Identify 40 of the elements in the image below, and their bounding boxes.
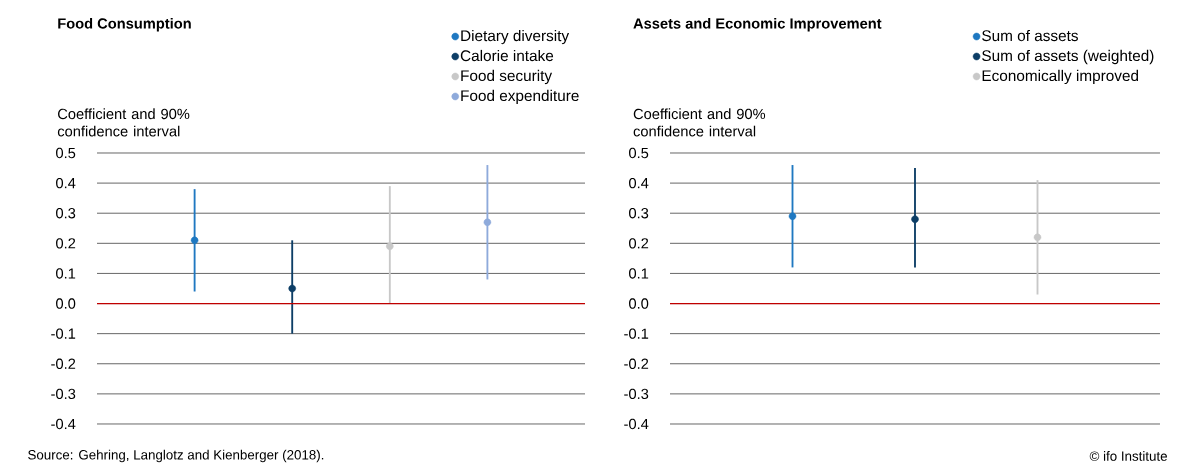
y-tick-label: -0.3 <box>624 388 649 400</box>
y-tick-label: 0.0 <box>629 298 649 309</box>
y-tick-label: 0.4 <box>56 177 76 189</box>
point <box>1033 233 1042 242</box>
y-tick-label: 0.2 <box>56 238 76 249</box>
y-tick-label: -0.1 <box>624 328 649 339</box>
point <box>386 242 394 251</box>
y-tick-label: -0.1 <box>51 328 76 339</box>
y-tick-label: 0.3 <box>629 208 649 219</box>
point <box>288 284 296 293</box>
legend-label: Food expenditure <box>461 89 579 105</box>
y-tick-label: 0.1 <box>629 268 649 279</box>
y-tick-label: -0.4 <box>624 418 649 430</box>
point <box>483 218 492 226</box>
chart-title: Food Consumption <box>58 17 191 32</box>
point <box>190 236 199 245</box>
y-tick-label: 0.4 <box>629 177 649 189</box>
y-tick-label: 0.2 <box>629 238 649 249</box>
text: © ifo Institute <box>1089 451 1167 461</box>
point <box>788 212 797 220</box>
y-tick-label: -0.2 <box>51 358 76 369</box>
legend-label: Sum of assets <box>982 29 1078 42</box>
legend-label: Food security <box>461 69 553 85</box>
legend-label: Sum of assets (weighted) <box>982 49 1154 65</box>
legend-label: Calorie intake <box>460 49 554 62</box>
y-axis-title: Coefficient and 90% confidence interval <box>633 108 766 137</box>
y-tick-label: 0.1 <box>56 268 76 279</box>
y-axis-title: Coefficient and 90% confidence interval <box>57 108 190 137</box>
legend-label: Economically improved <box>982 69 1138 85</box>
y-tick-label: -0.2 <box>624 358 649 369</box>
y-tick-label: 0.5 <box>56 147 76 159</box>
chart-title: Assets and Economic Improvement <box>633 17 882 32</box>
y-tick-label: -0.3 <box>51 388 76 400</box>
legend-label: Dietary diversity <box>461 29 570 45</box>
source-note: Source: Gehring, Langlotz and Kienberger (2018). <box>28 449 324 463</box>
y-tick-label: 0.3 <box>56 208 76 219</box>
point <box>911 215 919 223</box>
y-tick-label: 0.5 <box>629 147 649 159</box>
y-tick-label: 0.0 <box>56 298 76 309</box>
y-tick-label: -0.4 <box>51 418 76 430</box>
